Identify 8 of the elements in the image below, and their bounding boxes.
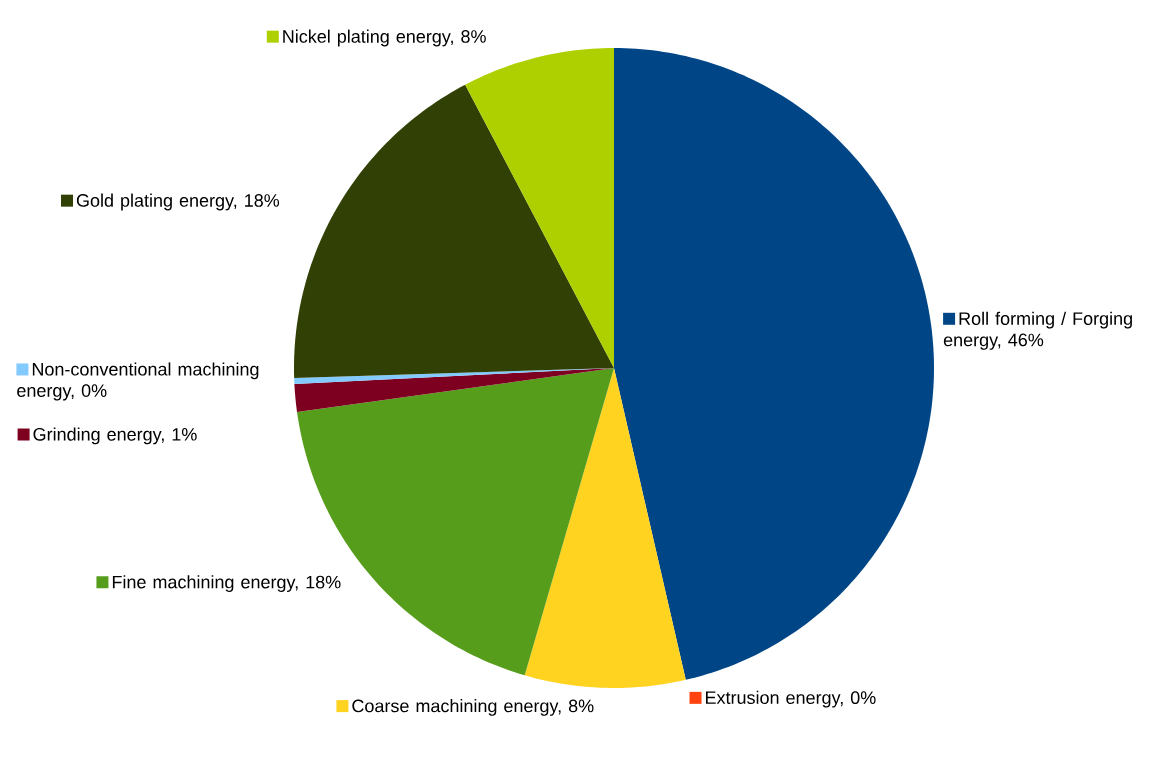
legend-label: Coarse machining energy, 8% [352,699,594,716]
legend-label: Roll forming / Forging energy, 46% [943,311,1132,350]
legend-label: Gold plating energy, 18% [76,193,280,211]
legend-label: Nickel plating energy, 8% [283,29,486,47]
legend-label: Fine machining energy, 18% [112,575,341,592]
legend-label: Non-conventional machining energy, 0% [17,362,259,401]
legend-label: Grinding energy, 1% [33,427,197,445]
legend-label: Extrusion energy, 0% [706,690,876,708]
